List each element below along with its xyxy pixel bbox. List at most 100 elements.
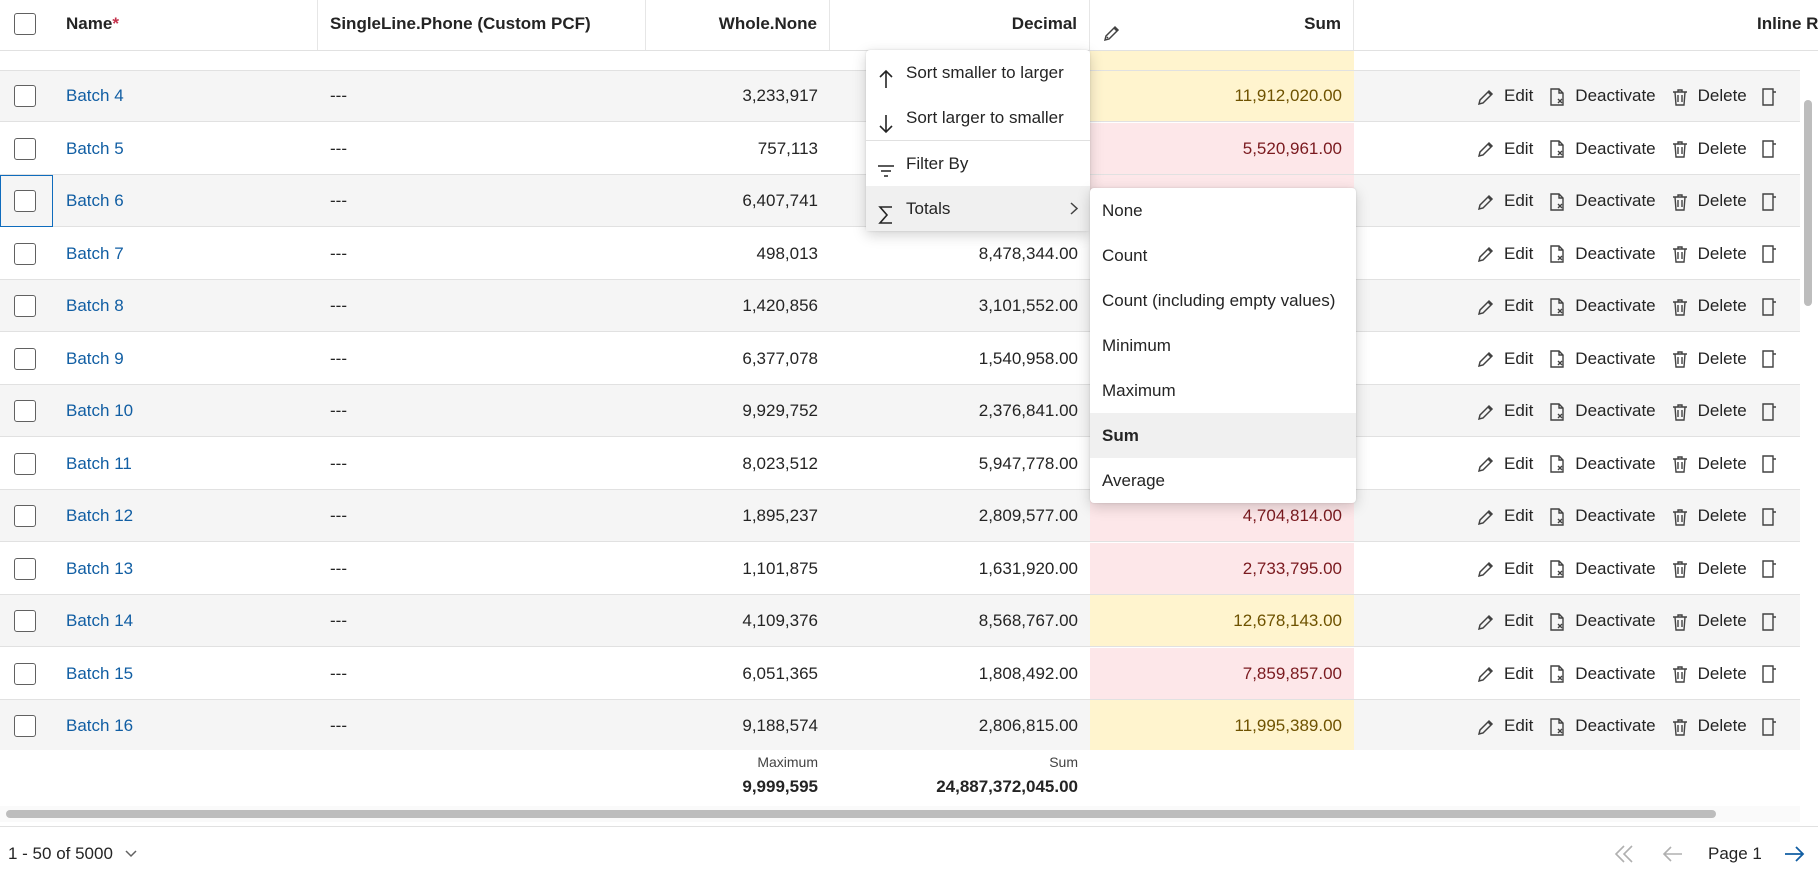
deactivate-button[interactable]: Deactivate — [1547, 70, 1656, 122]
delete-button[interactable]: Delete — [1670, 385, 1747, 437]
table-row[interactable]: Batch 13 --- 1,101,875 1,631,920.00 2,733,79… — [0, 542, 1800, 595]
row-checkbox[interactable] — [14, 242, 36, 265]
previous-page-icon[interactable] — [1661, 843, 1685, 870]
edit-button[interactable]: Edit — [1476, 595, 1533, 647]
deactivate-button[interactable]: Deactivate — [1547, 385, 1656, 437]
table-row[interactable]: Batch 15 --- 6,051,365 1,808,492.00 7,859,85… — [0, 647, 1800, 700]
delete-button[interactable]: Delete — [1670, 490, 1747, 542]
name-cell[interactable]: Batch 5 — [66, 123, 124, 175]
row-checkbox[interactable] — [14, 662, 36, 685]
record-link[interactable]: Batch 8 — [66, 296, 124, 315]
more-action-icon[interactable] — [1761, 280, 1785, 332]
table-row[interactable]: Batch 16 --- 9,188,574 2,806,815.00 11,995,3… — [0, 700, 1800, 752]
more-action-icon[interactable] — [1761, 333, 1785, 385]
record-link[interactable]: Batch 11 — [66, 453, 132, 473]
column-header-decimal[interactable]: Decimal — [830, 0, 1090, 50]
record-link[interactable]: Batch 4 — [66, 86, 124, 105]
record-link[interactable]: Batch 5 — [66, 138, 124, 158]
more-action-icon[interactable] — [1761, 543, 1785, 595]
deactivate-button[interactable]: Deactivate — [1547, 490, 1656, 542]
delete-button[interactable]: Delete — [1670, 543, 1747, 595]
more-action-icon[interactable] — [1761, 123, 1785, 175]
totals-option-maximum[interactable]: Maximum — [1102, 381, 1176, 400]
edit-button[interactable]: Edit — [1476, 333, 1533, 385]
deactivate-button[interactable]: Deactivate — [1547, 438, 1656, 490]
deactivate-button[interactable]: Deactivate — [1547, 648, 1656, 700]
record-link[interactable]: Batch 6 — [66, 191, 124, 210]
name-cell[interactable]: Batch 13 — [66, 543, 133, 595]
column-header-whole[interactable]: Whole.None — [646, 0, 830, 50]
record-link[interactable]: Batch 9 — [66, 348, 124, 368]
menu-sort-ascending[interactable]: Sort smaller to larger — [866, 50, 1090, 95]
sum-cell[interactable]: 11,995,389.00 — [1090, 700, 1354, 751]
record-link[interactable]: Batch 16 — [66, 716, 134, 735]
table-row[interactable]: Batch 7 --- 498,013 8,478,344.00 Edit Deactiv… — [0, 227, 1800, 280]
totals-option-minimum[interactable]: Minimum — [1102, 336, 1171, 355]
row-checkbox[interactable] — [14, 295, 36, 317]
first-page-icon[interactable] — [1612, 843, 1636, 870]
horizontal-scrollbar[interactable] — [6, 810, 1716, 818]
name-cell[interactable]: Batch 6 — [66, 175, 124, 227]
name-cell[interactable]: Batch 12 — [66, 490, 133, 542]
row-checkbox[interactable] — [14, 557, 36, 580]
delete-button[interactable]: Delete — [1670, 70, 1747, 122]
more-action-icon[interactable] — [1761, 70, 1785, 122]
record-link[interactable]: Batch 14 — [66, 611, 134, 630]
record-link[interactable]: Batch 13 — [66, 558, 134, 578]
menu-totals[interactable]: Totals — [866, 186, 1090, 231]
table-row[interactable]: Batch 14 --- 4,109,376 8,568,767.00 12,678,1… — [0, 595, 1800, 647]
table-row[interactable]: Batch 11 --- 8,023,512 5,947,778.00 Edit Deac… — [0, 437, 1800, 490]
table-row[interactable]: Batch 12 --- 1,895,237 2,809,577.00 4,704,81… — [0, 490, 1800, 542]
delete-button[interactable]: Delete — [1670, 280, 1747, 332]
name-cell[interactable]: Batch 7 — [66, 228, 124, 280]
deactivate-button[interactable]: Deactivate — [1547, 543, 1656, 595]
record-link[interactable]: Batch 15 — [66, 663, 134, 683]
name-cell[interactable]: Batch 8 — [66, 280, 124, 332]
edit-button[interactable]: Edit — [1476, 280, 1533, 332]
totals-option-average[interactable]: Average — [1102, 471, 1166, 490]
edit-button[interactable]: Edit — [1476, 648, 1533, 700]
sum-cell[interactable]: 5,520,961.00 — [1090, 122, 1354, 174]
deactivate-button[interactable]: Deactivate — [1547, 228, 1656, 280]
table-row[interactable]: Batch 9 --- 6,377,078 1,540,958.00 Edit Deact… — [0, 332, 1800, 385]
name-cell[interactable]: Batch 15 — [66, 648, 133, 700]
edit-button[interactable]: Edit — [1476, 123, 1533, 175]
delete-button[interactable]: Delete — [1670, 228, 1747, 280]
totals-option-count[interactable]: Count — [1102, 246, 1148, 265]
name-cell[interactable]: Batch 14 — [66, 595, 133, 647]
column-header-phone[interactable]: SingleLine.Phone (Custom PCF) — [318, 0, 646, 50]
more-action-icon[interactable] — [1761, 228, 1785, 280]
deactivate-button[interactable]: Deactivate — [1547, 175, 1656, 227]
row-checkbox[interactable] — [14, 505, 36, 527]
more-action-icon[interactable] — [1761, 438, 1785, 490]
totals-option-none[interactable]: None — [1102, 201, 1143, 220]
row-checkbox[interactable] — [14, 400, 36, 422]
row-checkbox[interactable] — [14, 715, 36, 737]
table-row[interactable]: Batch 10 --- 9,929,752 2,376,841.00 Edit Deac… — [0, 385, 1800, 437]
delete-button[interactable]: Delete — [1670, 333, 1747, 385]
name-cell[interactable]: Batch 9 — [66, 333, 124, 385]
deactivate-button[interactable]: Deactivate — [1547, 333, 1656, 385]
edit-button[interactable]: Edit — [1476, 175, 1533, 227]
deactivate-button[interactable]: Deactivate — [1547, 700, 1656, 752]
record-link[interactable]: Batch 10 — [66, 401, 134, 420]
row-checkbox[interactable] — [14, 137, 36, 160]
more-action-icon[interactable] — [1761, 175, 1785, 227]
name-cell[interactable]: Batch 16 — [66, 700, 133, 752]
more-action-icon[interactable] — [1761, 595, 1785, 647]
deactivate-button[interactable]: Deactivate — [1547, 123, 1656, 175]
menu-filter-by[interactable]: Filter By — [866, 141, 1090, 186]
delete-button[interactable]: Delete — [1670, 123, 1747, 175]
record-link[interactable]: Batch 12 — [66, 506, 134, 525]
sum-cell[interactable]: 2,733,795.00 — [1090, 542, 1354, 594]
delete-button[interactable]: Delete — [1670, 700, 1747, 752]
row-checkbox[interactable] — [14, 190, 36, 212]
more-action-icon[interactable] — [1761, 385, 1785, 437]
edit-button[interactable]: Edit — [1476, 70, 1533, 122]
column-header-name[interactable]: Name* — [54, 0, 318, 50]
deactivate-button[interactable]: Deactivate — [1547, 595, 1656, 647]
more-action-icon[interactable] — [1761, 648, 1785, 700]
edit-button[interactable]: Edit — [1476, 385, 1533, 437]
delete-button[interactable]: Delete — [1670, 595, 1747, 647]
row-checkbox[interactable] — [14, 347, 36, 370]
